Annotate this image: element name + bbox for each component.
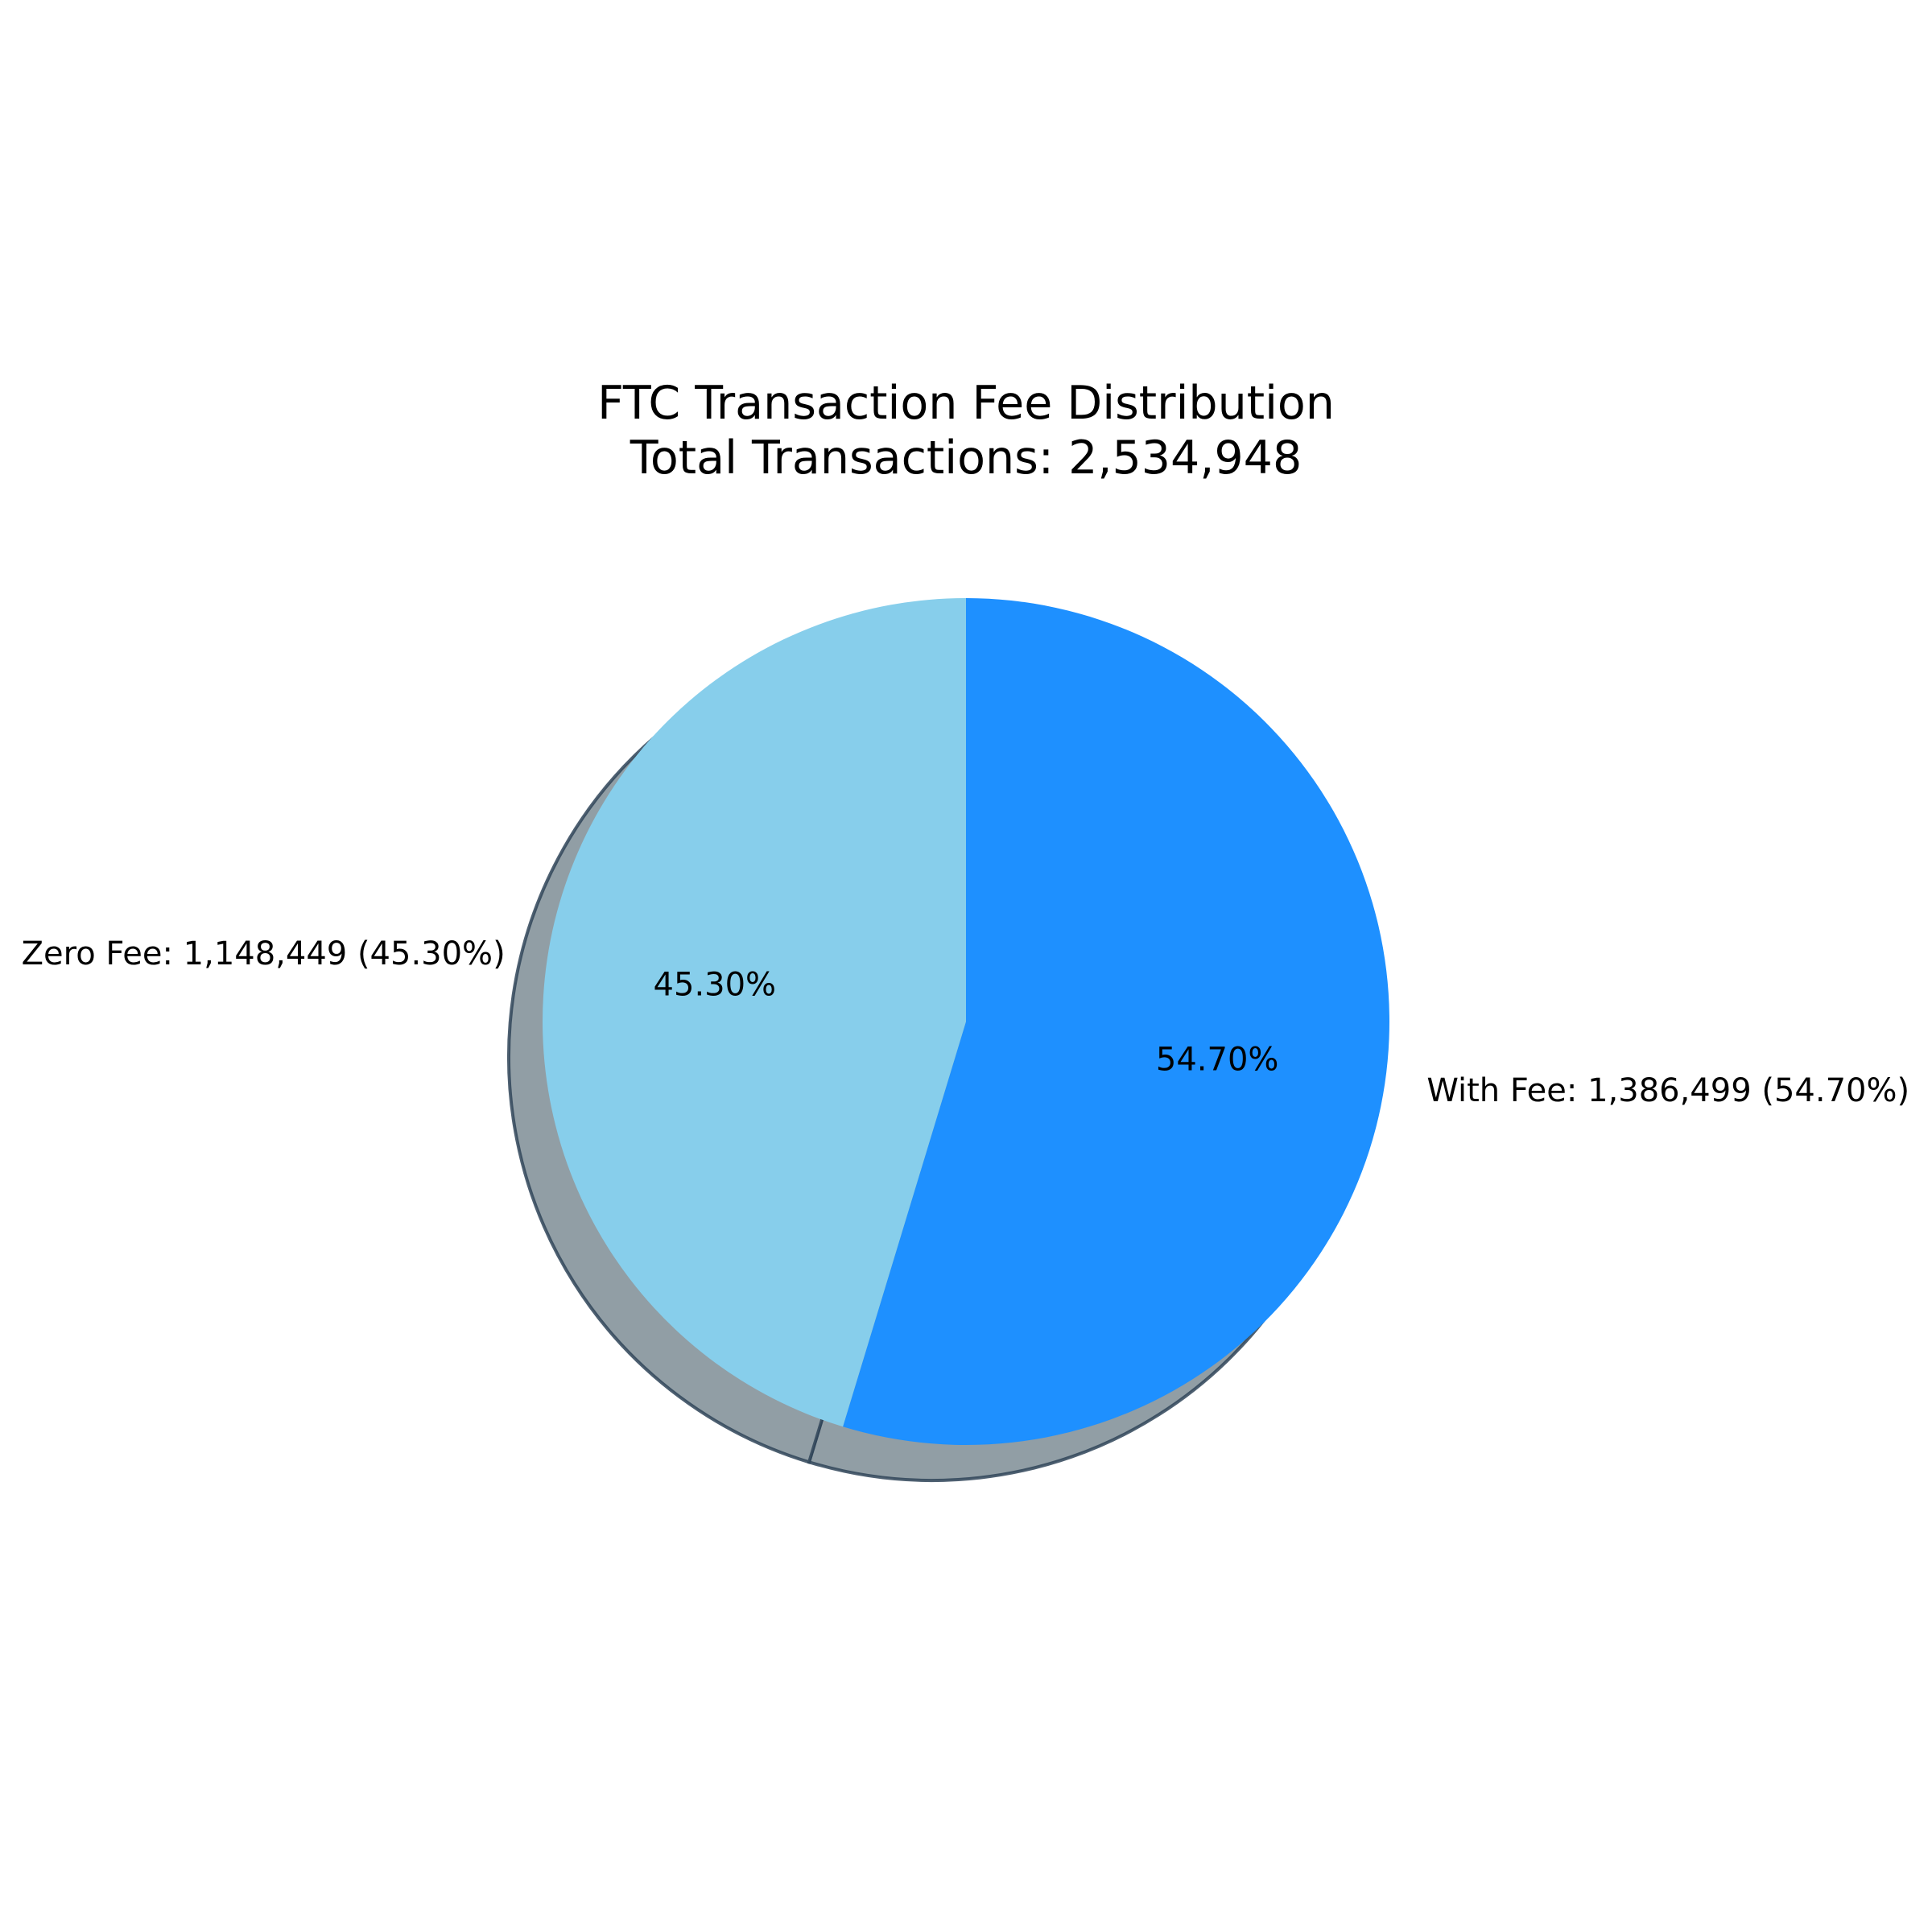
slice-percent-with-fee: 54.70%: [1156, 1041, 1279, 1078]
pie-slices: [542, 598, 1389, 1445]
pie-labels: With Fee: 1,386,499 (54.70%) 54.70% Zero F…: [22, 935, 1909, 1109]
slice-zero-fee: [542, 598, 966, 1427]
slice-percent-zero-fee: 45.30%: [654, 967, 777, 1004]
chart-title: FTC Transaction Fee Distribution: [597, 377, 1335, 430]
slice-label-zero-fee: Zero Fee: 1,148,449 (45.30%): [22, 935, 506, 972]
slice-with-fee: [843, 598, 1389, 1445]
slice-label-with-fee: With Fee: 1,386,499 (54.70%): [1426, 1072, 1909, 1109]
chart-subtitle: Total Transactions: 2,534,948: [630, 431, 1302, 485]
